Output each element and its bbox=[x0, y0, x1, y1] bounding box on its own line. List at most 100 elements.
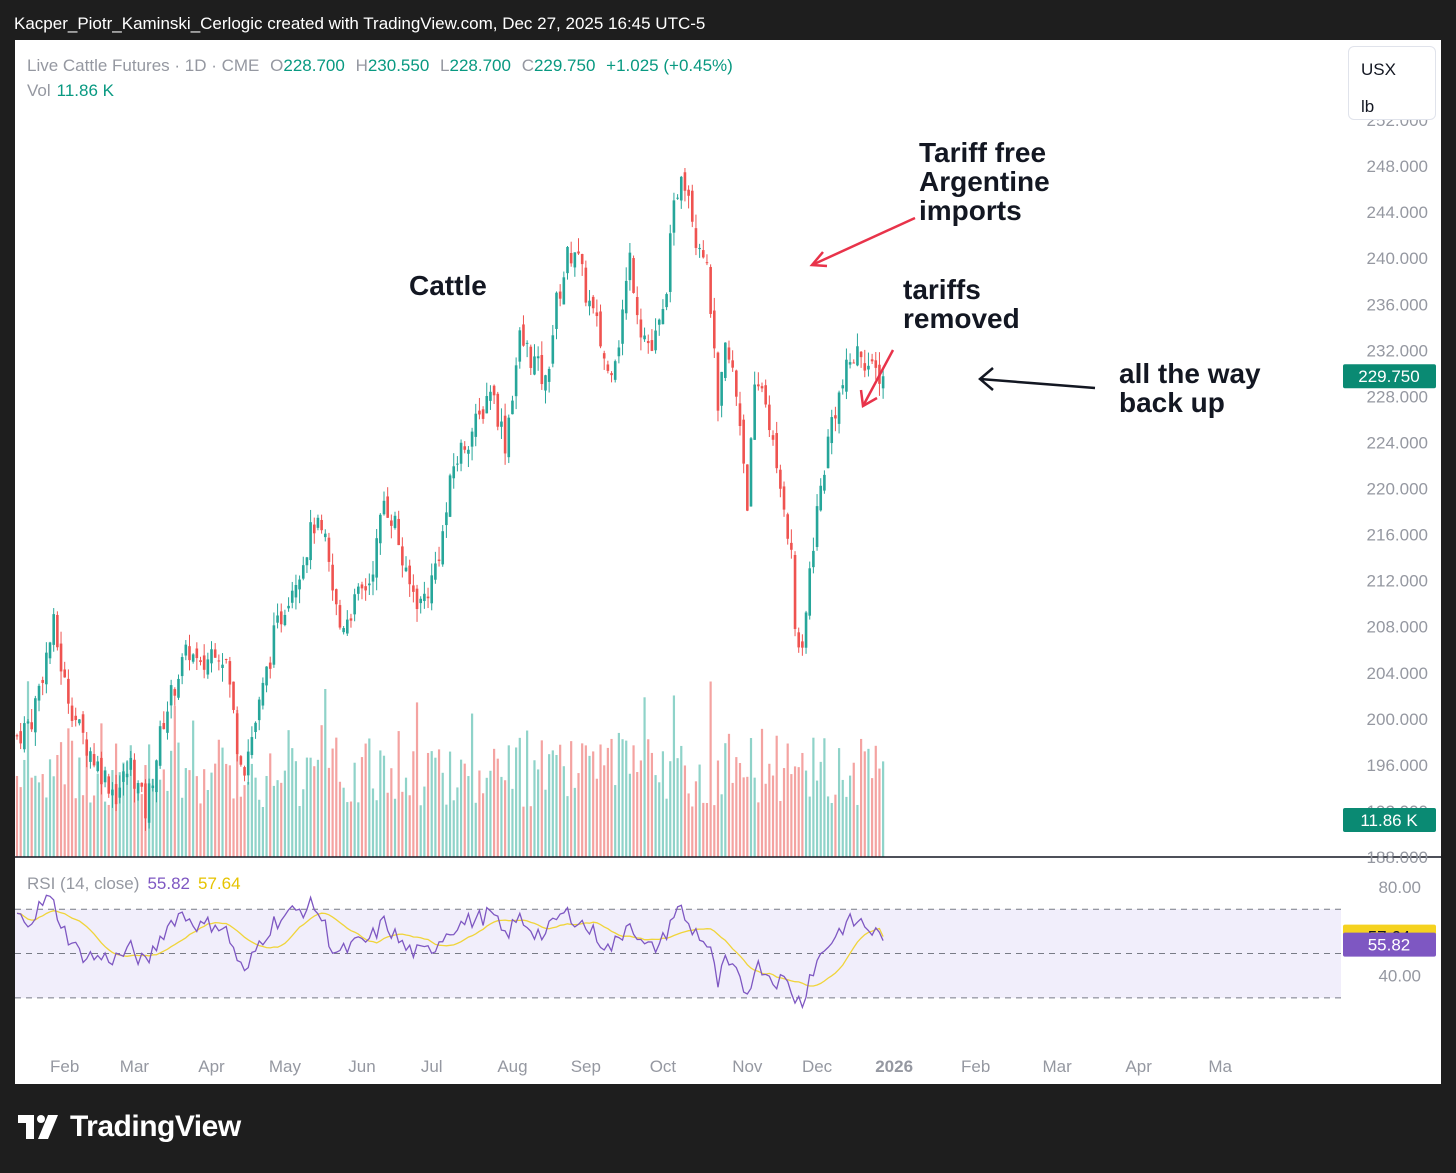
rsi-legend[interactable]: RSI (14, close) 55.82 57.64 bbox=[27, 874, 241, 894]
volume-bar bbox=[360, 757, 364, 857]
candle-body bbox=[768, 404, 771, 431]
candle-body bbox=[881, 376, 885, 389]
candles-layer bbox=[15, 167, 885, 831]
volume-bar bbox=[81, 795, 85, 857]
tradingview-logo[interactable]: TradingView bbox=[18, 1110, 241, 1144]
candle-body bbox=[430, 575, 434, 604]
candle-body bbox=[89, 751, 92, 762]
annotation-tariffs-line1: tariffs bbox=[903, 274, 981, 305]
rsi-label[interactable]: RSI (14, close) bbox=[27, 874, 140, 893]
volume-bar bbox=[126, 761, 129, 857]
time-tick-label: Apr bbox=[1125, 1057, 1152, 1076]
rsi-value-badge-bg bbox=[1343, 932, 1436, 957]
candle-body bbox=[268, 662, 272, 669]
candle-body bbox=[533, 356, 536, 375]
volume-bar bbox=[111, 770, 114, 857]
candle-body bbox=[779, 469, 782, 489]
candle-body bbox=[657, 319, 661, 325]
arrow-argentine bbox=[811, 216, 916, 267]
volume-bar bbox=[507, 745, 510, 857]
candle-body bbox=[111, 789, 114, 796]
annotation-backup-line1: all the way bbox=[1119, 358, 1261, 389]
price-tick-label: 224.000 bbox=[1367, 433, 1428, 452]
candle-body bbox=[283, 614, 287, 626]
candle-body bbox=[393, 515, 397, 528]
volume-bar bbox=[757, 802, 760, 857]
volume-bar bbox=[225, 763, 228, 857]
time-tick-label: Mar bbox=[120, 1057, 150, 1076]
annotation-argentine-line3: imports bbox=[919, 195, 1022, 226]
candle-body bbox=[151, 785, 155, 789]
candle-body bbox=[37, 685, 41, 701]
time-tick-label: Sep bbox=[571, 1057, 601, 1076]
volume-bar bbox=[294, 761, 298, 857]
volume-bar bbox=[67, 728, 70, 857]
volume-bar bbox=[819, 761, 822, 857]
volume-bar bbox=[37, 782, 41, 857]
volume-bar bbox=[742, 777, 745, 857]
candle-body bbox=[613, 361, 617, 380]
candle-body bbox=[364, 586, 367, 591]
candle-body bbox=[544, 375, 547, 391]
candle-body bbox=[624, 280, 628, 314]
high-label: H bbox=[355, 56, 368, 75]
volume-layer bbox=[15, 681, 885, 857]
volume-legend[interactable]: Vol 11.86 K bbox=[27, 81, 114, 101]
time-tick-label: Nov bbox=[732, 1057, 763, 1076]
volume-bar bbox=[581, 743, 584, 857]
candle-body bbox=[555, 292, 558, 329]
candle-body bbox=[173, 689, 177, 696]
symbol-name[interactable]: Live Cattle Futures · 1D · CME bbox=[27, 56, 260, 75]
volume-bar bbox=[386, 792, 389, 857]
candle-body bbox=[701, 250, 705, 258]
close-label: C bbox=[521, 56, 534, 75]
currency-label[interactable]: USX bbox=[1361, 60, 1396, 79]
candle-body bbox=[401, 546, 404, 566]
volume-bar bbox=[533, 760, 536, 857]
volume-bar bbox=[771, 775, 775, 857]
candle-body bbox=[753, 384, 756, 440]
volume-bar bbox=[841, 779, 844, 857]
candle-body bbox=[412, 585, 415, 592]
candle-body bbox=[224, 658, 228, 660]
price-tick-label: 220.000 bbox=[1367, 480, 1428, 499]
volume-bar bbox=[52, 776, 55, 857]
candle-body bbox=[279, 611, 283, 625]
candle-body bbox=[419, 598, 422, 604]
chart-svg[interactable]: 252.000248.000244.000240.000236.000232.0… bbox=[15, 40, 1441, 1084]
symbol-legend[interactable]: Live Cattle Futures · 1D · CME O228.700 … bbox=[27, 56, 733, 76]
annotation-backup-line2: back up bbox=[1119, 387, 1225, 418]
volume-bar bbox=[118, 772, 121, 857]
rsi-tick-label: 80.00 bbox=[1378, 878, 1421, 897]
candle-body bbox=[334, 589, 338, 605]
candle-body bbox=[331, 564, 334, 591]
volume-bar bbox=[393, 798, 397, 857]
currency-unit-selector[interactable]: USX lb bbox=[1348, 46, 1436, 120]
volume-bar bbox=[379, 750, 382, 857]
volume-bar bbox=[834, 794, 837, 857]
candle-body bbox=[371, 574, 375, 582]
candle-body bbox=[661, 309, 665, 325]
candle-body bbox=[85, 739, 89, 756]
unit-label[interactable]: lb bbox=[1361, 97, 1375, 116]
candle-body bbox=[837, 392, 841, 424]
candle-body bbox=[643, 335, 646, 340]
volume-bar bbox=[672, 695, 676, 857]
volume-bar bbox=[419, 805, 422, 857]
last-volume-badge: 11.86 K bbox=[1360, 811, 1418, 830]
candle-body bbox=[584, 267, 588, 303]
volume-bar bbox=[316, 759, 320, 857]
candle-body bbox=[346, 619, 349, 634]
volume-bar bbox=[327, 767, 331, 857]
volume-bar bbox=[705, 802, 709, 857]
volume-bar bbox=[56, 754, 59, 857]
volume-bar bbox=[782, 768, 786, 857]
chart-card[interactable]: 252.000 248.000 244.000 240.000 236.000 232.0… bbox=[15, 40, 1441, 1084]
volume-bar bbox=[221, 747, 224, 857]
volume-bar bbox=[852, 762, 855, 857]
candle-body bbox=[191, 654, 195, 662]
candle-body bbox=[547, 368, 551, 382]
volume-bar bbox=[603, 765, 606, 857]
volume-bar bbox=[408, 795, 411, 857]
candle-body bbox=[606, 364, 610, 371]
